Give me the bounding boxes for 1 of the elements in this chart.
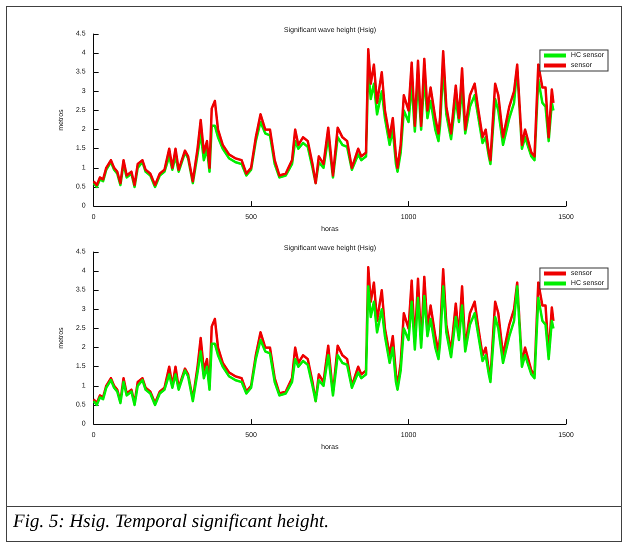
caption: Fig. 5: Hsig. Temporal significant height.: [7, 506, 621, 537]
